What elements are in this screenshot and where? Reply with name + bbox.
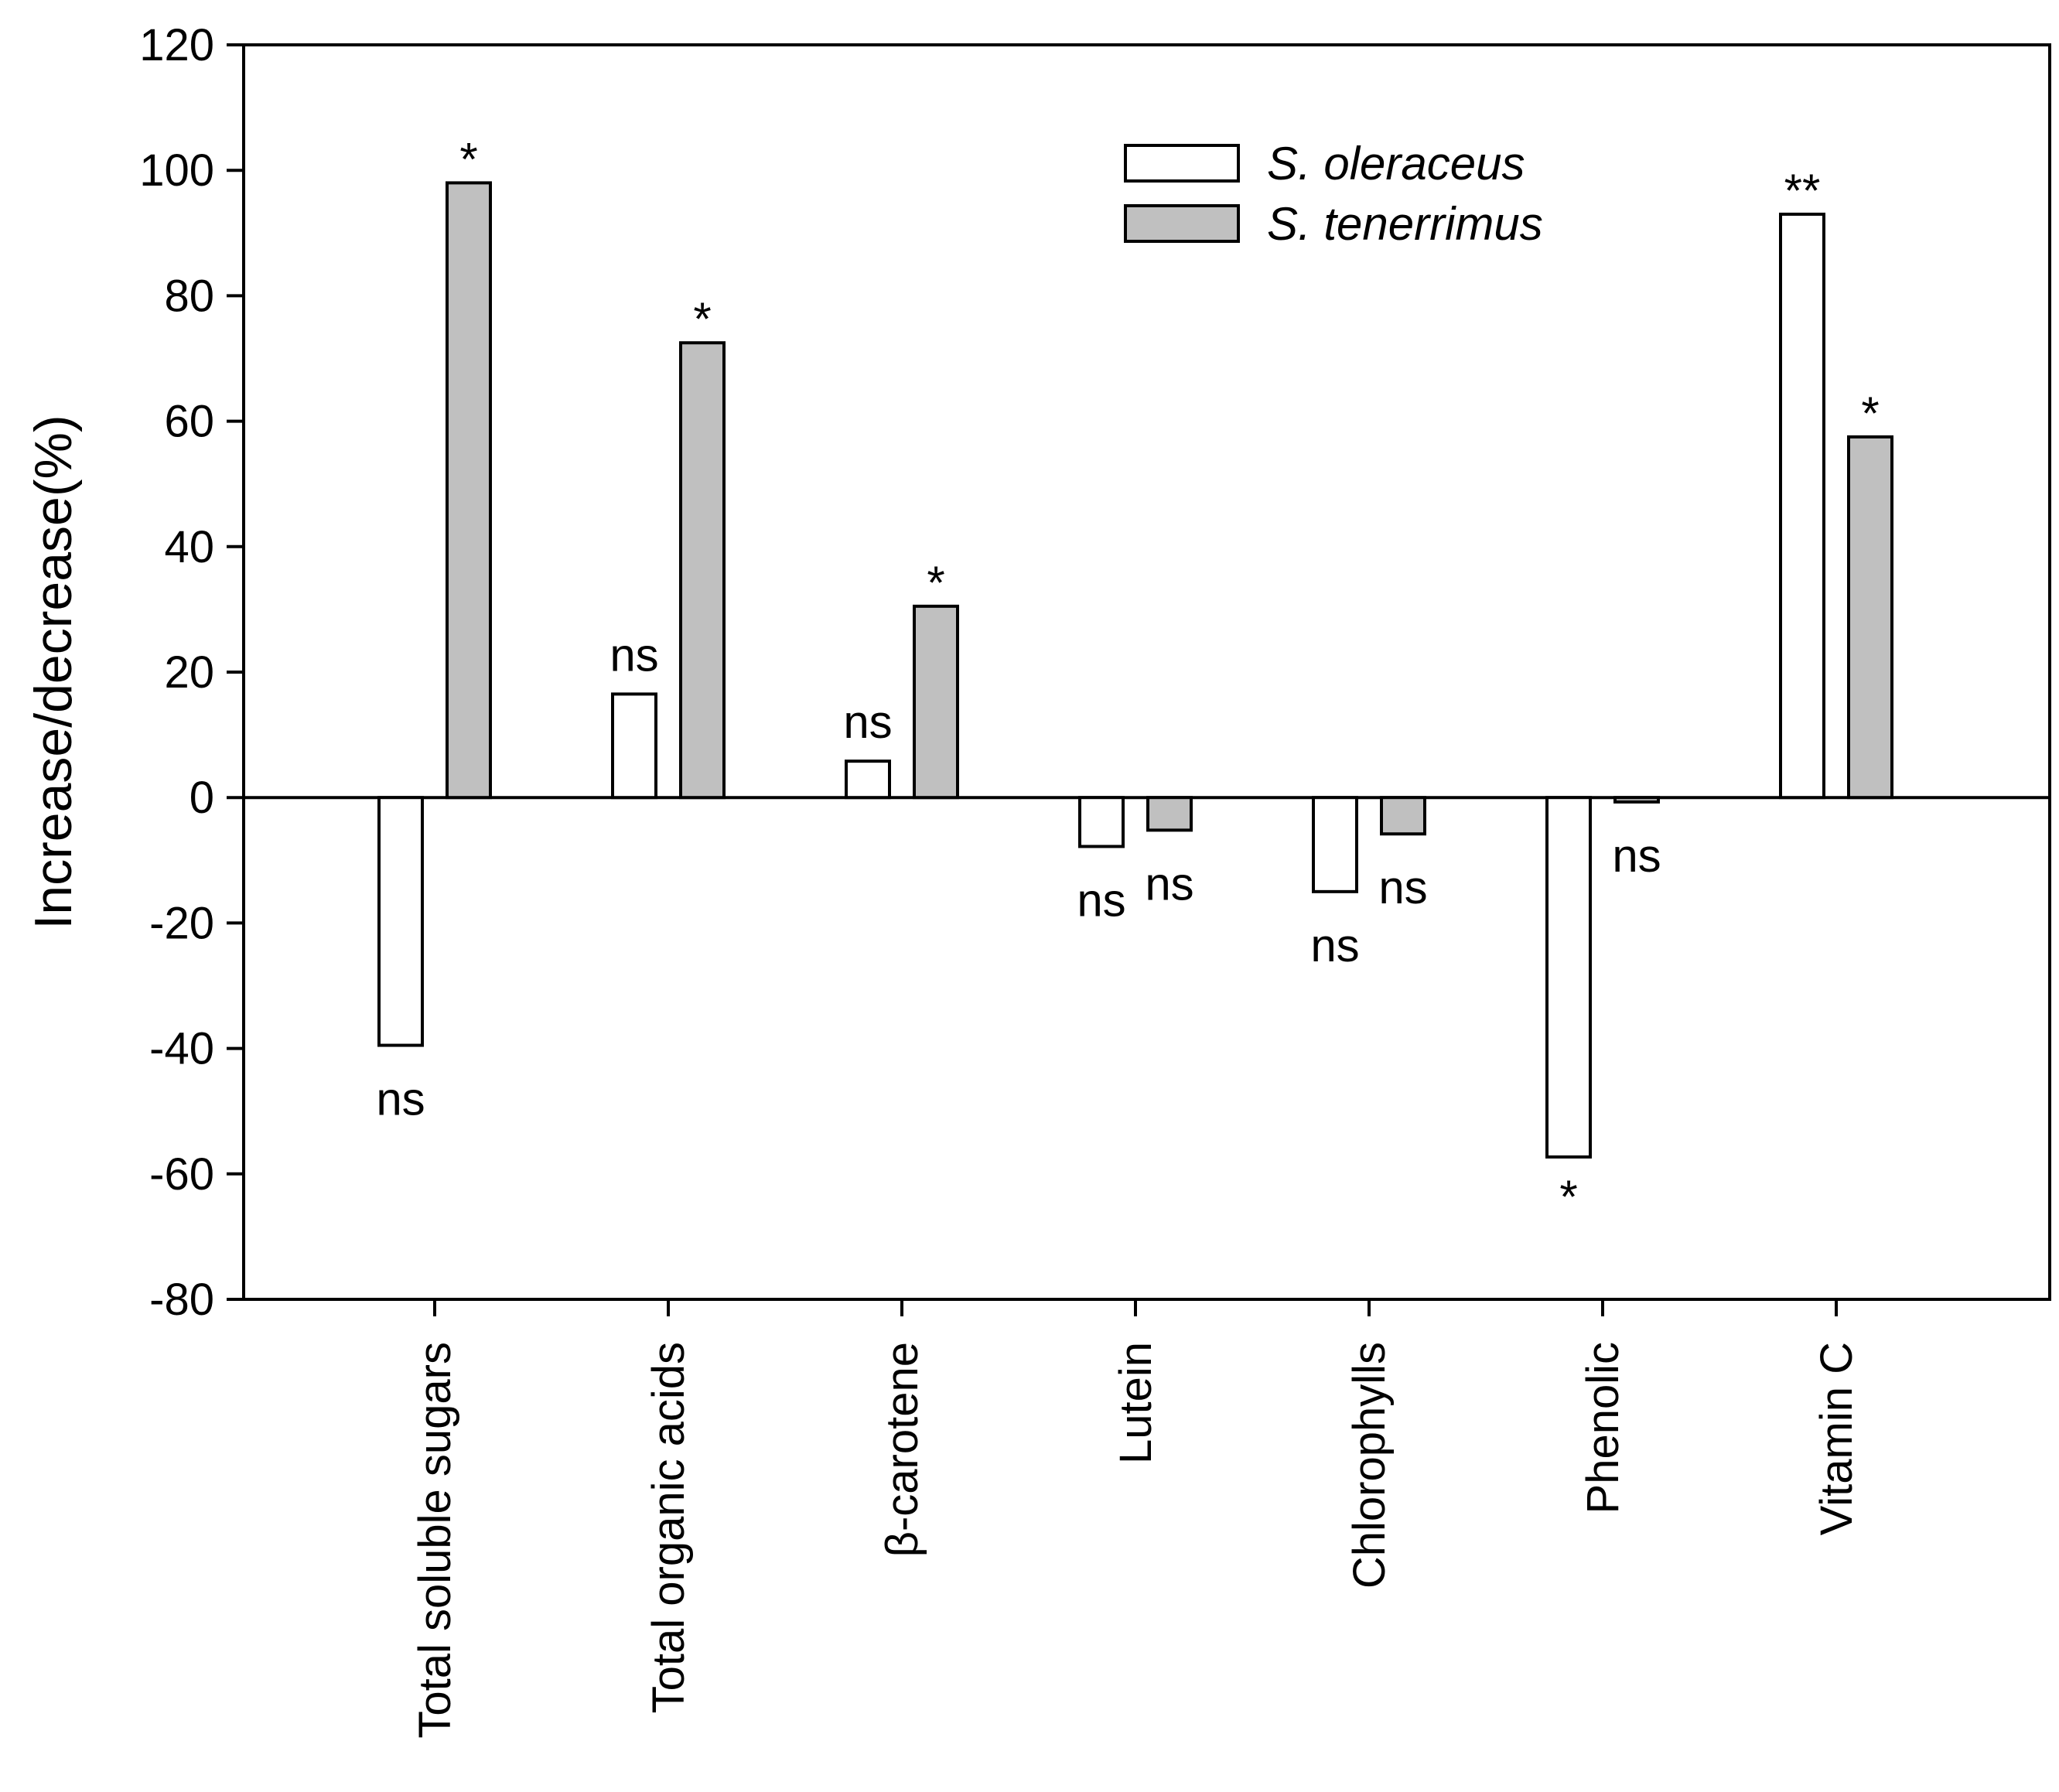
- significance-label: *: [927, 557, 944, 609]
- significance-label: *: [693, 293, 711, 345]
- x-category-label: Phenolic: [1578, 1342, 1628, 1514]
- x-category-label: β-carotene: [877, 1342, 927, 1557]
- significance-label: ns: [610, 629, 658, 681]
- y-tick-label: -60: [149, 1149, 214, 1200]
- y-tick-label: 60: [164, 397, 214, 447]
- y-axis-label: Increase/decrease(%): [24, 415, 83, 929]
- bar-oleraceus: [377, 796, 424, 1047]
- legend: S. oleraceus S. tenerrimus: [1124, 138, 1543, 250]
- bar-oleraceus: [845, 759, 891, 800]
- x-category-label: Chlorophylls: [1344, 1342, 1395, 1589]
- x-category-label: Lutein: [1111, 1342, 1161, 1464]
- significance-label: *: [1559, 1171, 1577, 1223]
- x-category-label: Total organic acids: [644, 1342, 694, 1713]
- legend-swatch: [1124, 204, 1240, 243]
- y-tick-label: 0: [190, 773, 214, 823]
- bar-tenerrimus: [1146, 796, 1193, 832]
- y-tick-label: 40: [164, 522, 214, 572]
- bar-tenerrimus: [446, 181, 492, 800]
- bars-group: [377, 181, 1893, 1159]
- bar-oleraceus: [1312, 796, 1358, 893]
- bar-tenerrimus: [1380, 796, 1426, 836]
- legend-swatch: [1124, 144, 1240, 183]
- y-tick-label: -40: [149, 1024, 214, 1074]
- significance-label: ns: [1145, 858, 1193, 910]
- bar-oleraceus: [1078, 796, 1125, 848]
- significance-label: *: [459, 133, 477, 185]
- legend-label: S. tenerrimus: [1267, 198, 1543, 250]
- y-tick-label: 120: [139, 20, 214, 70]
- y-tick-label: 80: [164, 271, 214, 321]
- bar-tenerrimus: [1847, 435, 1893, 800]
- x-category-label: Total soluble sugars: [410, 1342, 460, 1739]
- y-tick-label: -20: [149, 898, 214, 948]
- bar-tenerrimus: [913, 604, 959, 800]
- bar-oleraceus: [611, 692, 657, 800]
- bar-oleraceus: [1545, 796, 1592, 1159]
- x-axis-labels: Total soluble sugars Total organic acids β…: [410, 1299, 1862, 1739]
- y-axis-ticks: 120 100 80 60 40 20 0 -20 -40 -60 -80: [139, 20, 244, 1325]
- x-category-label: Vitamin C: [1811, 1342, 1862, 1535]
- y-tick-label: -80: [149, 1275, 214, 1325]
- significance-label: ns: [1310, 920, 1359, 971]
- bar-oleraceus: [1779, 212, 1825, 800]
- plot-frame: [242, 43, 2051, 1301]
- significance-label: *: [1861, 387, 1879, 439]
- bar-tenerrimus: [1613, 796, 1660, 804]
- bar-tenerrimus: [679, 341, 726, 800]
- y-tick-label: 20: [164, 647, 214, 698]
- significance-label: ns: [1378, 862, 1427, 913]
- y-tick-label: 100: [139, 145, 214, 196]
- legend-label: S. oleraceus: [1267, 138, 1525, 189]
- significance-label: ns: [1077, 874, 1125, 926]
- significance-label: **: [1784, 165, 1821, 217]
- significance-label: ns: [376, 1073, 425, 1125]
- significance-label: ns: [1612, 830, 1661, 882]
- significance-label: ns: [843, 696, 892, 748]
